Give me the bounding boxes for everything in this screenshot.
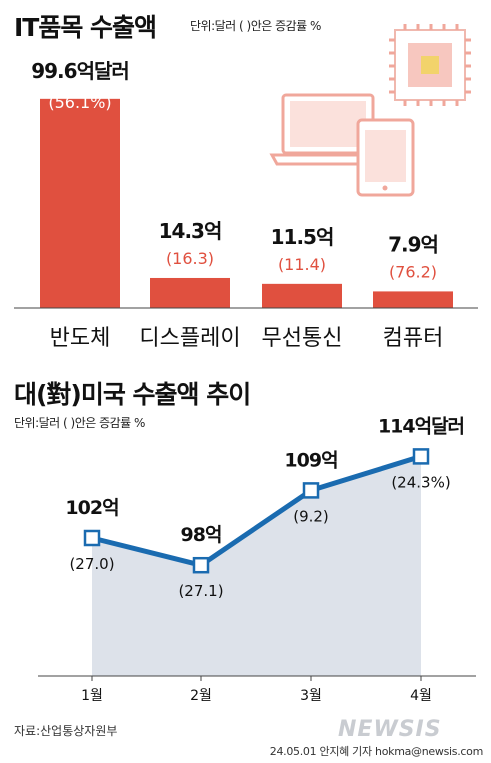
point-change-label: (27.1)	[178, 582, 223, 600]
bar-value-label: 7.9억	[388, 232, 438, 256]
bar-category-label: 반도체	[50, 326, 111, 351]
data-point-marker	[412, 448, 430, 465]
point-change-label: (27.0)	[69, 555, 114, 573]
bar-change-label: (56.1%)	[48, 93, 111, 112]
it-export-bar-chart: 반도체 99.6억달러 (56.1%) 디스플레이 14.3억 (16.3) 무선통신 11.…	[31, 59, 453, 351]
chip-icon	[389, 24, 471, 106]
x-tick-label: 1월	[81, 688, 103, 704]
point-value-label: 98억	[181, 524, 222, 546]
series-line	[91, 454, 422, 568]
bar-3	[373, 291, 453, 308]
bar-value-label: 99.6억달러	[31, 59, 129, 83]
bar-value-label: 11.5억	[271, 225, 334, 249]
bar-2	[262, 283, 342, 308]
tablet-icon	[356, 118, 415, 197]
x-tick-label: 2월	[190, 688, 212, 704]
bar-1	[150, 277, 230, 308]
top-unit-note: 단위:달러 ( )안은 증감률 %	[190, 19, 321, 33]
source-note: 자료:산업통상자원부	[14, 724, 118, 738]
point-value-label: 109억	[284, 449, 337, 471]
point-change-label: (24.3%)	[391, 473, 450, 491]
bar-change-label: (16.3)	[166, 249, 214, 268]
data-point-marker	[83, 529, 101, 547]
data-point-marker	[302, 482, 320, 499]
bottom-unit-note: 단위:달러 ( )안은 증감률 %	[14, 416, 145, 430]
bar-change-label: (76.2)	[389, 262, 437, 281]
bar-change-label: (11.4)	[278, 255, 326, 274]
bar-value-label: 14.3억	[159, 219, 222, 243]
data-point-marker	[192, 556, 210, 574]
point-value-label: 114억달러	[378, 415, 464, 437]
credit-line: 24.05.01 안지혜 기자 hokma@newsis.com	[269, 745, 484, 758]
point-change-label: (9.2)	[293, 507, 329, 525]
bar-category-label: 디스플레이	[139, 326, 240, 351]
line-area-fill	[92, 456, 421, 676]
bar-category-label: 무선통신	[262, 326, 343, 351]
top-chart-title: IT품목 수출액	[14, 13, 157, 42]
bar-category-label: 컴퓨터	[383, 326, 444, 351]
newsis-watermark: NEWSIS	[338, 717, 442, 742]
point-value-label: 102억	[65, 497, 118, 519]
x-tick-label: 3월	[300, 688, 322, 704]
bottom-chart-title: 대(對)미국 수출액 추이	[14, 380, 251, 409]
bar-0	[40, 98, 120, 308]
us-export-line-chart: 1월 2월 3월 4월 102억 (27.0) 98억 (27.1) 109억 (9.2) 114억…	[38, 415, 476, 704]
x-tick-label: 4월	[410, 688, 432, 704]
